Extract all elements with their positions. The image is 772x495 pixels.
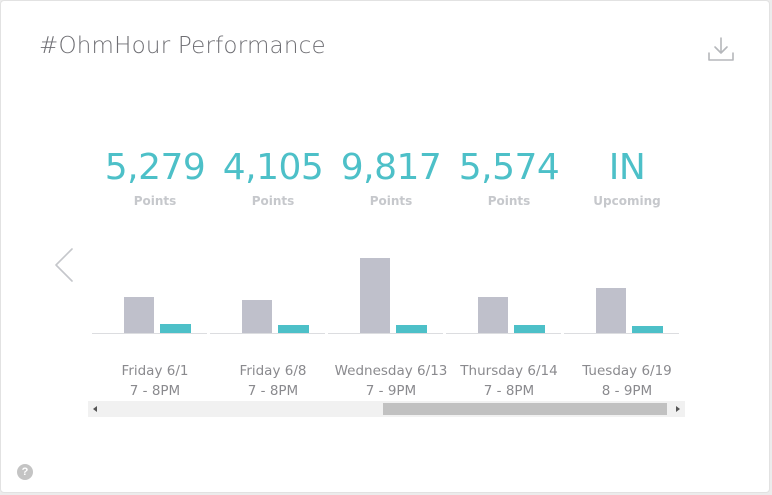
bar-teal[interactable] [396,325,427,333]
event-stat-1: 5,279 Points [96,146,214,208]
event-stat-3: 9,817 Points [332,146,450,208]
chart-baseline [92,333,207,334]
event-time: 8 - 9PM [601,383,653,399]
bar-teal[interactable] [160,324,191,333]
points-value: 9,817 [340,147,442,188]
points-value: 5,574 [458,147,560,188]
chart-baseline [328,333,443,334]
chevron-left-icon[interactable] [51,245,77,285]
event-day: Tuesday 6/19 [582,363,672,379]
card-title: #OhmHour Performance [39,33,326,59]
event-day: Friday 6/8 [239,363,307,379]
bar-gray[interactable] [360,258,390,333]
event-stat-5: IN Upcoming [568,146,686,208]
upcoming-value: IN [608,147,646,188]
scroll-right-icon[interactable] [671,401,685,417]
upcoming-label: Upcoming [593,194,661,208]
points-value: 5,279 [104,147,206,188]
help-icon[interactable]: ? [17,464,33,480]
event-date-1[interactable]: Friday 6/1 7 - 8PM [96,361,214,401]
event-date-2[interactable]: Friday 6/8 7 - 8PM [214,361,332,401]
points-label: Points [487,194,531,208]
event-day: Friday 6/1 [121,363,189,379]
event-stat-4: 5,574 Points [450,146,568,208]
event-time: 7 - 8PM [129,383,181,399]
event-time: 7 - 8PM [483,383,535,399]
event-date-5[interactable]: Tuesday 6/19 8 - 9PM [568,361,686,401]
points-label: Points [369,194,413,208]
download-icon[interactable] [705,34,737,64]
event-time: 7 - 8PM [247,383,299,399]
bar-teal[interactable] [514,325,545,333]
bar-gray[interactable] [124,297,154,333]
event-date-4[interactable]: Thursday 6/14 7 - 8PM [450,361,568,401]
horizontal-scrollbar[interactable] [88,401,685,417]
points-label: Points [251,194,295,208]
scrollbar-thumb[interactable] [383,403,667,415]
bar-gray[interactable] [242,300,272,333]
chart-baseline [210,333,325,334]
scroll-left-icon[interactable] [88,401,102,417]
event-stat-2: 4,105 Points [214,146,332,208]
bar-teal[interactable] [632,326,663,333]
bar-gray[interactable] [478,297,508,333]
chart-baseline [564,333,679,334]
bar-gray[interactable] [596,288,626,333]
event-time: 7 - 9PM [365,383,417,399]
bar-teal[interactable] [278,325,309,333]
event-day: Thursday 6/14 [460,363,558,379]
event-day: Wednesday 6/13 [334,363,448,379]
points-value: 4,105 [222,147,324,188]
points-label: Points [133,194,177,208]
event-date-3[interactable]: Wednesday 6/13 7 - 9PM [332,361,450,401]
chart-baseline [446,333,561,334]
